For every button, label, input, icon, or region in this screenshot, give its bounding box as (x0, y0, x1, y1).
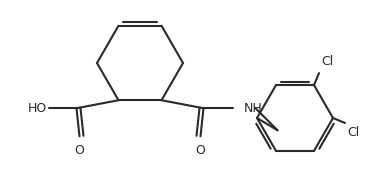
Text: HO: HO (27, 102, 46, 115)
Text: Cl: Cl (347, 126, 359, 139)
Text: O: O (75, 144, 84, 157)
Text: O: O (195, 144, 205, 157)
Text: Cl: Cl (321, 55, 333, 68)
Text: NH: NH (244, 102, 262, 115)
